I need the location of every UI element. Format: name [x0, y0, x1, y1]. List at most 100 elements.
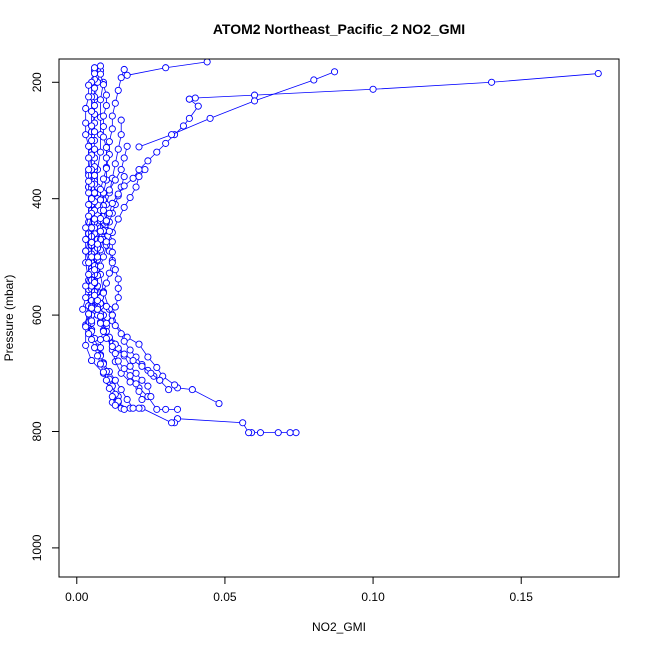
data-point	[120, 173, 128, 181]
data-point	[99, 289, 107, 297]
data-point	[105, 269, 113, 277]
data-point	[91, 102, 99, 110]
data-point	[138, 395, 146, 404]
data-point	[111, 160, 119, 168]
data-point	[111, 303, 119, 311]
data-point	[117, 330, 125, 338]
data-point	[292, 429, 300, 437]
data-point	[153, 363, 161, 372]
data-point	[111, 266, 119, 274]
data-point	[120, 350, 128, 358]
data-point	[274, 429, 282, 437]
data-point	[82, 224, 90, 232]
data-point	[99, 122, 107, 131]
y-tick-label: 600	[30, 305, 44, 325]
data-point	[117, 386, 125, 394]
data-point	[488, 78, 496, 86]
data-point	[91, 145, 99, 153]
data-point	[251, 91, 259, 99]
data-point	[79, 305, 87, 313]
data-point	[93, 240, 102, 248]
data-point	[88, 304, 96, 312]
data-point	[102, 319, 110, 327]
data-point	[108, 112, 116, 120]
data-point	[135, 387, 143, 395]
data-point	[138, 376, 146, 384]
data-point	[108, 238, 116, 246]
data-point	[96, 344, 105, 352]
y-axis-label: Pressure (mbar)	[2, 275, 16, 362]
data-point	[114, 215, 122, 223]
x-tick-label: 0.05	[213, 590, 237, 604]
data-point	[111, 401, 119, 409]
data-point	[91, 215, 99, 223]
series-12	[185, 70, 602, 103]
data-point	[96, 62, 105, 70]
data-point	[191, 94, 199, 102]
data-point	[91, 344, 99, 352]
data-point	[251, 97, 259, 105]
data-point	[105, 186, 113, 194]
data-point	[153, 405, 161, 413]
data-point	[194, 102, 202, 110]
data-point	[108, 342, 116, 351]
data-point	[96, 70, 105, 78]
data-point	[85, 189, 93, 197]
data-point	[88, 224, 96, 232]
data-point	[82, 323, 90, 331]
data-point	[85, 200, 93, 209]
data-point	[91, 128, 99, 136]
data-point	[114, 357, 122, 365]
data-point	[185, 114, 193, 122]
data-point	[85, 93, 93, 101]
data-point	[85, 212, 93, 220]
data-point	[114, 86, 122, 94]
data-point	[91, 189, 99, 197]
data-point	[88, 253, 96, 261]
data-point	[102, 217, 110, 225]
data-point	[91, 84, 99, 92]
data-point	[147, 369, 155, 377]
data-point	[88, 122, 96, 130]
data-point	[82, 294, 90, 302]
data-point	[96, 335, 105, 344]
data-point	[126, 372, 134, 380]
data-point	[120, 365, 128, 373]
data-point	[171, 381, 179, 389]
data-point	[310, 76, 318, 84]
data-point	[153, 148, 161, 156]
data-point	[82, 131, 90, 139]
data-point	[120, 154, 128, 162]
data-point	[256, 429, 265, 437]
data-point	[82, 341, 90, 349]
data-point	[286, 429, 294, 437]
data-point	[111, 176, 119, 184]
data-point	[82, 235, 90, 243]
data-point	[96, 185, 105, 193]
data-point	[123, 142, 131, 150]
data-point	[88, 136, 96, 145]
data-point	[102, 143, 110, 152]
axes-layer: 0.00 0.05 0.10 0.15 200 400 600 800 1000	[30, 72, 533, 604]
data-point	[111, 376, 119, 384]
data-point	[82, 282, 90, 290]
data-point	[93, 352, 102, 360]
data-point	[111, 99, 119, 107]
data-point	[120, 203, 128, 211]
data-point	[91, 70, 99, 78]
data-point	[102, 102, 110, 110]
data-point	[165, 386, 173, 394]
series-18	[79, 81, 93, 313]
data-point	[99, 81, 107, 89]
data-point	[132, 183, 140, 191]
data-point	[85, 310, 93, 318]
data-point	[105, 227, 113, 235]
data-point	[88, 317, 96, 325]
data-point	[108, 311, 116, 319]
data-point	[179, 122, 187, 130]
data-point	[85, 81, 93, 89]
chart-title: ATOM2 Northeast_Pacific_2 NO2_GMI	[213, 21, 465, 37]
x-tick-label: 0.10	[361, 590, 385, 604]
data-point	[91, 64, 99, 72]
